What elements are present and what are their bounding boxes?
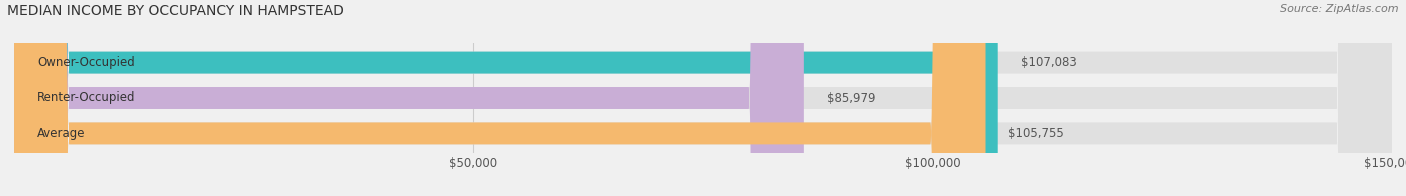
- Text: Renter-Occupied: Renter-Occupied: [37, 92, 135, 104]
- FancyBboxPatch shape: [14, 0, 986, 196]
- Text: MEDIAN INCOME BY OCCUPANCY IN HAMPSTEAD: MEDIAN INCOME BY OCCUPANCY IN HAMPSTEAD: [7, 4, 344, 18]
- FancyBboxPatch shape: [14, 0, 1392, 196]
- FancyBboxPatch shape: [14, 0, 1392, 196]
- Text: $85,979: $85,979: [827, 92, 876, 104]
- Text: Source: ZipAtlas.com: Source: ZipAtlas.com: [1281, 4, 1399, 14]
- Text: $107,083: $107,083: [1021, 56, 1077, 69]
- FancyBboxPatch shape: [14, 0, 998, 196]
- Text: Average: Average: [37, 127, 86, 140]
- FancyBboxPatch shape: [14, 0, 1392, 196]
- FancyBboxPatch shape: [14, 0, 804, 196]
- Text: $105,755: $105,755: [1008, 127, 1064, 140]
- Text: Owner-Occupied: Owner-Occupied: [37, 56, 135, 69]
